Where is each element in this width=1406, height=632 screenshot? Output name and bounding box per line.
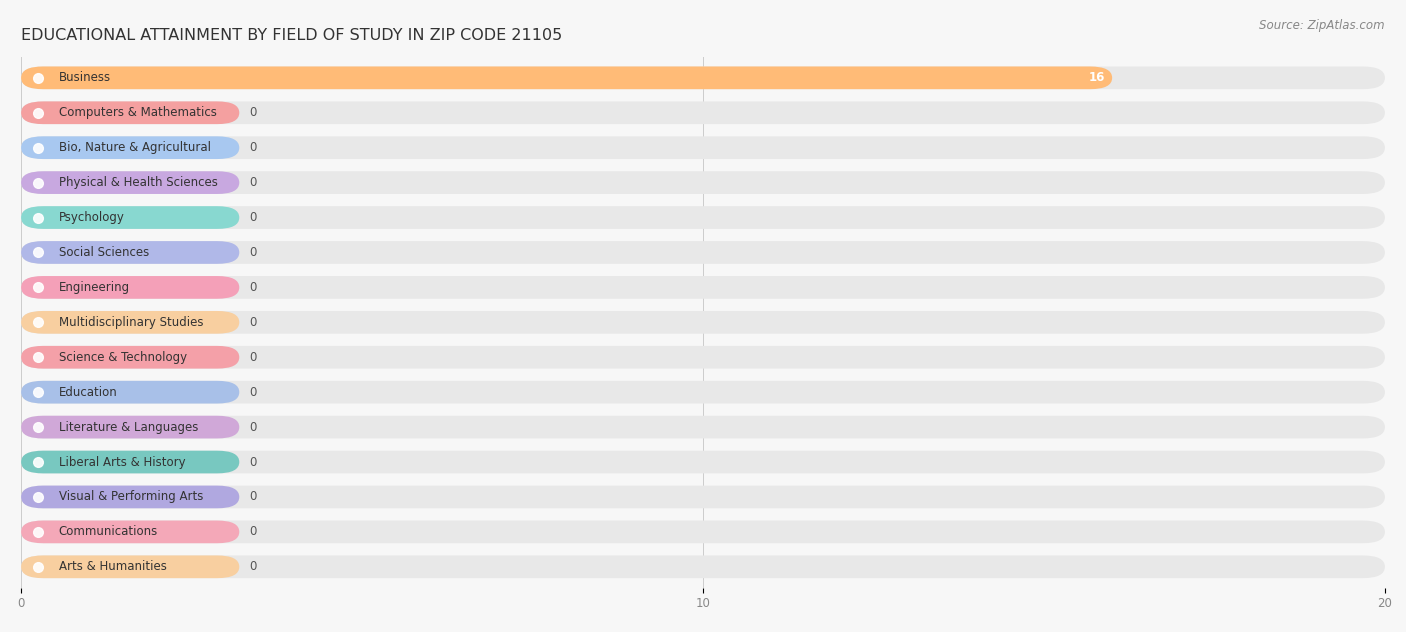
- FancyBboxPatch shape: [21, 66, 1385, 89]
- FancyBboxPatch shape: [21, 556, 1385, 578]
- Text: 0: 0: [249, 351, 257, 364]
- Text: Bio, Nature & Agricultural: Bio, Nature & Agricultural: [59, 141, 211, 154]
- FancyBboxPatch shape: [21, 171, 239, 194]
- Text: 0: 0: [249, 176, 257, 189]
- Text: Business: Business: [59, 71, 111, 84]
- FancyBboxPatch shape: [21, 101, 1385, 124]
- Text: Psychology: Psychology: [59, 211, 125, 224]
- FancyBboxPatch shape: [21, 381, 1385, 403]
- FancyBboxPatch shape: [21, 206, 239, 229]
- FancyBboxPatch shape: [21, 556, 239, 578]
- FancyBboxPatch shape: [21, 311, 1385, 334]
- Text: Multidisciplinary Studies: Multidisciplinary Studies: [59, 316, 202, 329]
- Text: 0: 0: [249, 525, 257, 538]
- Text: 0: 0: [249, 281, 257, 294]
- Text: Arts & Humanities: Arts & Humanities: [59, 561, 166, 573]
- Text: 0: 0: [249, 490, 257, 504]
- FancyBboxPatch shape: [21, 101, 239, 124]
- Text: 0: 0: [249, 386, 257, 399]
- FancyBboxPatch shape: [21, 66, 1112, 89]
- Text: 0: 0: [249, 211, 257, 224]
- Text: Social Sciences: Social Sciences: [59, 246, 149, 259]
- FancyBboxPatch shape: [21, 346, 1385, 368]
- Text: Engineering: Engineering: [59, 281, 129, 294]
- Text: 0: 0: [249, 106, 257, 119]
- Text: 0: 0: [249, 561, 257, 573]
- Text: 0: 0: [249, 316, 257, 329]
- Text: Liberal Arts & History: Liberal Arts & History: [59, 456, 186, 468]
- Text: 0: 0: [249, 421, 257, 434]
- FancyBboxPatch shape: [21, 171, 1385, 194]
- Text: 16: 16: [1090, 71, 1105, 84]
- FancyBboxPatch shape: [21, 311, 239, 334]
- FancyBboxPatch shape: [21, 206, 1385, 229]
- Text: Source: ZipAtlas.com: Source: ZipAtlas.com: [1260, 19, 1385, 32]
- FancyBboxPatch shape: [21, 241, 1385, 264]
- FancyBboxPatch shape: [21, 521, 1385, 544]
- Text: 0: 0: [249, 141, 257, 154]
- FancyBboxPatch shape: [21, 137, 1385, 159]
- FancyBboxPatch shape: [21, 521, 239, 544]
- Text: Computers & Mathematics: Computers & Mathematics: [59, 106, 217, 119]
- FancyBboxPatch shape: [21, 346, 239, 368]
- Text: Communications: Communications: [59, 525, 157, 538]
- FancyBboxPatch shape: [21, 451, 239, 473]
- FancyBboxPatch shape: [21, 416, 1385, 439]
- Text: Literature & Languages: Literature & Languages: [59, 421, 198, 434]
- Text: Physical & Health Sciences: Physical & Health Sciences: [59, 176, 218, 189]
- FancyBboxPatch shape: [21, 276, 1385, 299]
- FancyBboxPatch shape: [21, 485, 1385, 508]
- FancyBboxPatch shape: [21, 381, 239, 403]
- FancyBboxPatch shape: [21, 485, 239, 508]
- Text: EDUCATIONAL ATTAINMENT BY FIELD OF STUDY IN ZIP CODE 21105: EDUCATIONAL ATTAINMENT BY FIELD OF STUDY…: [21, 28, 562, 43]
- Text: Science & Technology: Science & Technology: [59, 351, 187, 364]
- Text: Education: Education: [59, 386, 117, 399]
- FancyBboxPatch shape: [21, 241, 239, 264]
- Text: 0: 0: [249, 246, 257, 259]
- FancyBboxPatch shape: [21, 451, 1385, 473]
- Text: Visual & Performing Arts: Visual & Performing Arts: [59, 490, 202, 504]
- FancyBboxPatch shape: [21, 276, 239, 299]
- FancyBboxPatch shape: [21, 416, 239, 439]
- Text: 0: 0: [249, 456, 257, 468]
- FancyBboxPatch shape: [21, 137, 239, 159]
